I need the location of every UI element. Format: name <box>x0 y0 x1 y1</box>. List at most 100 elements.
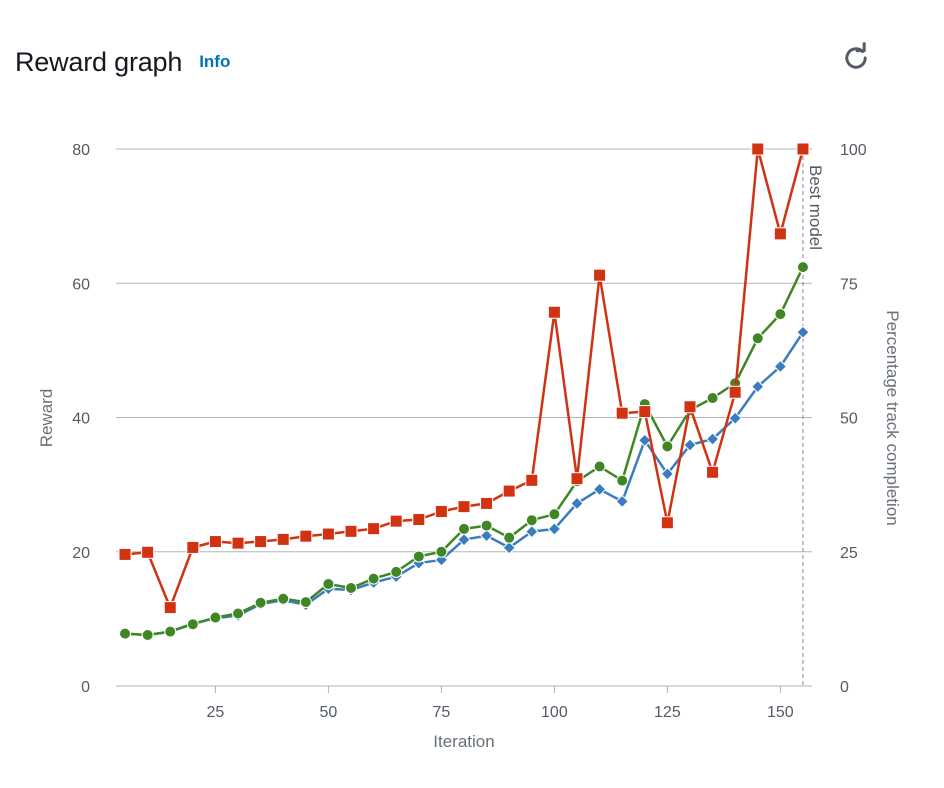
data-point <box>480 496 494 510</box>
x-tick-label: 50 <box>320 704 338 721</box>
x-tick-label: 150 <box>767 704 794 721</box>
data-point <box>118 547 132 561</box>
data-point <box>367 572 380 585</box>
data-point <box>254 535 268 549</box>
data-point <box>231 536 245 550</box>
data-point <box>345 581 358 594</box>
data-point <box>186 618 199 631</box>
data-point <box>706 465 720 479</box>
axes: Best model <box>116 149 825 693</box>
data-point <box>502 484 516 498</box>
data-point <box>479 528 494 543</box>
data-point <box>638 433 652 448</box>
data-point <box>412 556 426 570</box>
data-point <box>480 519 493 532</box>
data-point <box>163 601 177 615</box>
data-point <box>615 406 629 420</box>
data-point <box>593 268 607 282</box>
x-tick-label: 75 <box>433 704 451 721</box>
data-point <box>299 529 313 543</box>
series-line <box>124 266 805 637</box>
data-point <box>525 524 539 539</box>
x-tick-label: 125 <box>654 704 681 721</box>
data-point <box>344 524 358 538</box>
data-point <box>615 494 629 509</box>
data-point <box>299 596 312 609</box>
data-point <box>774 308 787 321</box>
data-point <box>660 467 675 481</box>
y-tick-label: 80 <box>72 142 90 159</box>
data-point <box>119 627 132 640</box>
x-tick-label: 25 <box>207 704 225 721</box>
tick-labels: 0 20 40 60 80 0 25 50 75 100 25 50 75 100 125 150 <box>72 142 867 721</box>
data-point <box>683 400 697 414</box>
data-point <box>796 142 810 156</box>
y-tick-label: 20 <box>72 545 90 562</box>
data-point <box>728 411 742 425</box>
data-point <box>796 261 809 274</box>
data-point <box>548 508 561 521</box>
data-point <box>435 545 448 558</box>
data-point <box>141 628 154 641</box>
refresh-icon <box>845 42 867 69</box>
data-point <box>209 611 222 624</box>
data-point <box>728 385 742 399</box>
data-point <box>773 359 788 374</box>
y-tick-label: 0 <box>81 679 90 696</box>
data-point <box>390 565 403 578</box>
data-point <box>389 514 403 528</box>
data-point <box>322 577 335 590</box>
y2-tick-label: 75 <box>840 276 858 293</box>
x-tick-label: 100 <box>541 704 568 721</box>
data-point <box>503 531 516 544</box>
y-tick-label: 60 <box>72 276 90 293</box>
data-point <box>638 405 652 419</box>
data-point <box>186 540 200 554</box>
x-axis-title: Iteration <box>433 732 494 751</box>
refresh-button[interactable] <box>840 42 872 74</box>
data-point <box>705 432 720 446</box>
series-layer <box>118 142 810 642</box>
data-point <box>457 500 471 514</box>
data-point <box>208 535 222 549</box>
series-line <box>124 331 805 637</box>
data-point <box>321 527 335 541</box>
data-point <box>616 474 629 487</box>
y2-tick-label: 25 <box>840 545 858 562</box>
y-tick-label: 40 <box>72 411 90 428</box>
y2-tick-label: 0 <box>840 679 849 696</box>
page-title: Reward graph <box>15 46 183 77</box>
data-point <box>232 607 245 620</box>
best-model-label: Best model <box>806 165 825 250</box>
data-point <box>525 514 538 527</box>
y2-tick-label: 50 <box>840 411 858 428</box>
data-point <box>706 392 719 405</box>
data-point <box>547 522 562 536</box>
data-point <box>773 227 787 241</box>
y2-axis-title: Percentage track completion <box>883 310 902 525</box>
data-point <box>525 473 539 487</box>
data-point <box>547 305 561 319</box>
data-point <box>367 522 381 536</box>
data-point <box>164 625 177 638</box>
data-point <box>570 472 584 486</box>
data-point <box>458 522 470 535</box>
data-point <box>592 482 607 497</box>
data-point <box>277 592 290 605</box>
data-point <box>683 438 697 452</box>
data-point <box>412 550 425 563</box>
info-link[interactable]: Info <box>199 52 231 71</box>
chart-header: Reward graph Info <box>15 40 230 84</box>
data-point <box>570 496 584 511</box>
data-point <box>412 513 426 527</box>
data-point <box>457 532 471 547</box>
data-point <box>254 596 267 609</box>
data-point <box>434 504 448 518</box>
data-point <box>751 379 765 394</box>
data-point <box>661 440 674 453</box>
grid-lines <box>116 148 812 553</box>
data-point <box>751 332 764 345</box>
data-point <box>751 142 765 156</box>
data-point <box>593 460 606 473</box>
